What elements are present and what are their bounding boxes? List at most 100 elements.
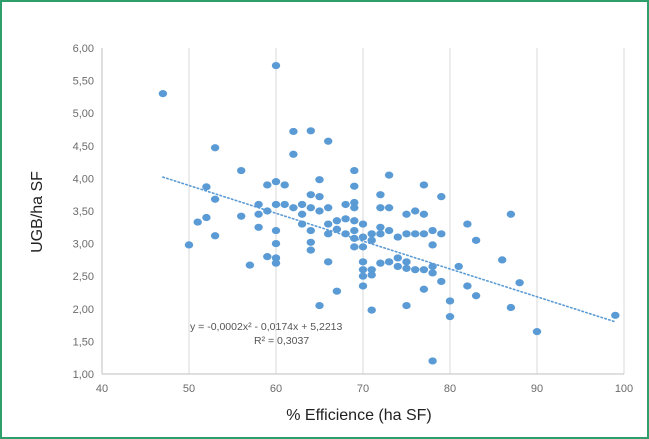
scatter-point [254,210,263,218]
scatter-point [384,258,394,266]
scatter-point [254,223,263,231]
scatter-point [324,258,333,266]
x-tick-label: 100 [615,383,633,395]
scatter-point [289,204,298,212]
scatter-point [280,181,289,189]
scatter-point [437,230,446,238]
x-tick-label: 40 [96,383,108,395]
scatter-point [306,191,315,199]
scatter-point [463,282,472,290]
scatter-point [358,266,368,274]
scatter-point [324,230,333,238]
scatter-point [306,238,315,246]
scatter-point [193,218,202,226]
x-tick-label: 80 [444,383,456,395]
scatter-point [350,226,359,235]
scatter-point [611,311,620,319]
scatter-point [376,191,385,199]
scatter-point [445,313,455,321]
scatter-point [419,210,429,218]
scatter-point [471,236,481,244]
scatter-point [376,259,385,267]
scatter-point [506,303,516,312]
scatter-point [419,181,429,189]
scatter-point [428,241,437,249]
scatter-point [402,230,411,238]
scatter-point [263,253,272,261]
scatter-point [341,215,350,223]
scatter-point [271,62,281,70]
scatter-point [437,277,446,286]
scatter-point [210,195,220,203]
x-tick-label: 90 [531,383,543,395]
y-tick-label: 3,50 [73,206,94,218]
scatter-point [402,264,411,272]
y-tick-label: 5,50 [73,76,94,88]
scatter-point [384,171,394,179]
scatter-point [237,166,246,175]
scatter-point [245,261,255,269]
scatter-point [271,200,281,209]
scatter-point [419,230,429,238]
scatter-point [350,198,359,207]
scatter-point [358,220,368,228]
y-tick-label: 2,50 [73,271,94,283]
scatter-point [393,233,402,241]
y-tick-label: 3,00 [73,239,94,251]
y-tick-label: 2,00 [73,304,94,316]
scatter-point [471,292,481,300]
scatter-point [341,200,350,209]
trendline-layer [162,176,617,323]
scatter-point [306,226,315,235]
scatter-point [367,266,376,274]
scatter-point [306,127,315,135]
scatter-point [350,204,359,212]
scatter-point [402,301,411,310]
scatter-point [376,204,385,212]
scatter-point [419,285,429,293]
scatter-point [324,137,333,145]
x-axis-title: % Efficience (ha SF) [286,407,432,424]
scatter-point [402,258,411,266]
scatter-point [280,200,289,209]
scatter-point [324,220,333,228]
scatter-point [367,306,376,314]
scatter-point [315,193,324,201]
trendline-r-squared: R² = 0,3037 [254,335,309,347]
scatter-point [428,357,437,365]
scatter-point [428,269,437,277]
axes [101,48,624,375]
scatter-point [411,266,420,274]
scatter-point [297,200,307,209]
trendline-equation: y = -0,0002x² - 0,0174x + 5,2213 [190,321,343,333]
trendline [162,176,617,323]
scatter-point [384,226,394,235]
scatter-point [315,207,324,215]
scatter-point [358,233,368,241]
y-tick-label: 1,50 [73,336,94,348]
scatter-point [419,266,429,274]
scatter-point [271,178,281,186]
scatter-point [506,210,516,218]
scatter-point [498,256,507,264]
x-tick-label: 60 [270,383,282,395]
scatter-point [532,328,542,336]
scatter-point [271,259,281,267]
scatter-point [254,200,263,209]
scatter-point [515,279,524,287]
scatter-point [367,230,376,238]
scatter-point [402,210,411,218]
scatter-point [376,230,385,238]
scatter-point [202,213,211,222]
scatter-point [263,181,272,189]
scatter-point [350,182,359,190]
scatter-point [384,204,394,212]
scatter-point [324,204,333,212]
scatter-point [367,271,376,279]
scatter-point [367,236,376,244]
scatter-point [297,210,307,218]
scatter-point [315,301,324,310]
y-tick-label: 1,00 [73,369,94,381]
